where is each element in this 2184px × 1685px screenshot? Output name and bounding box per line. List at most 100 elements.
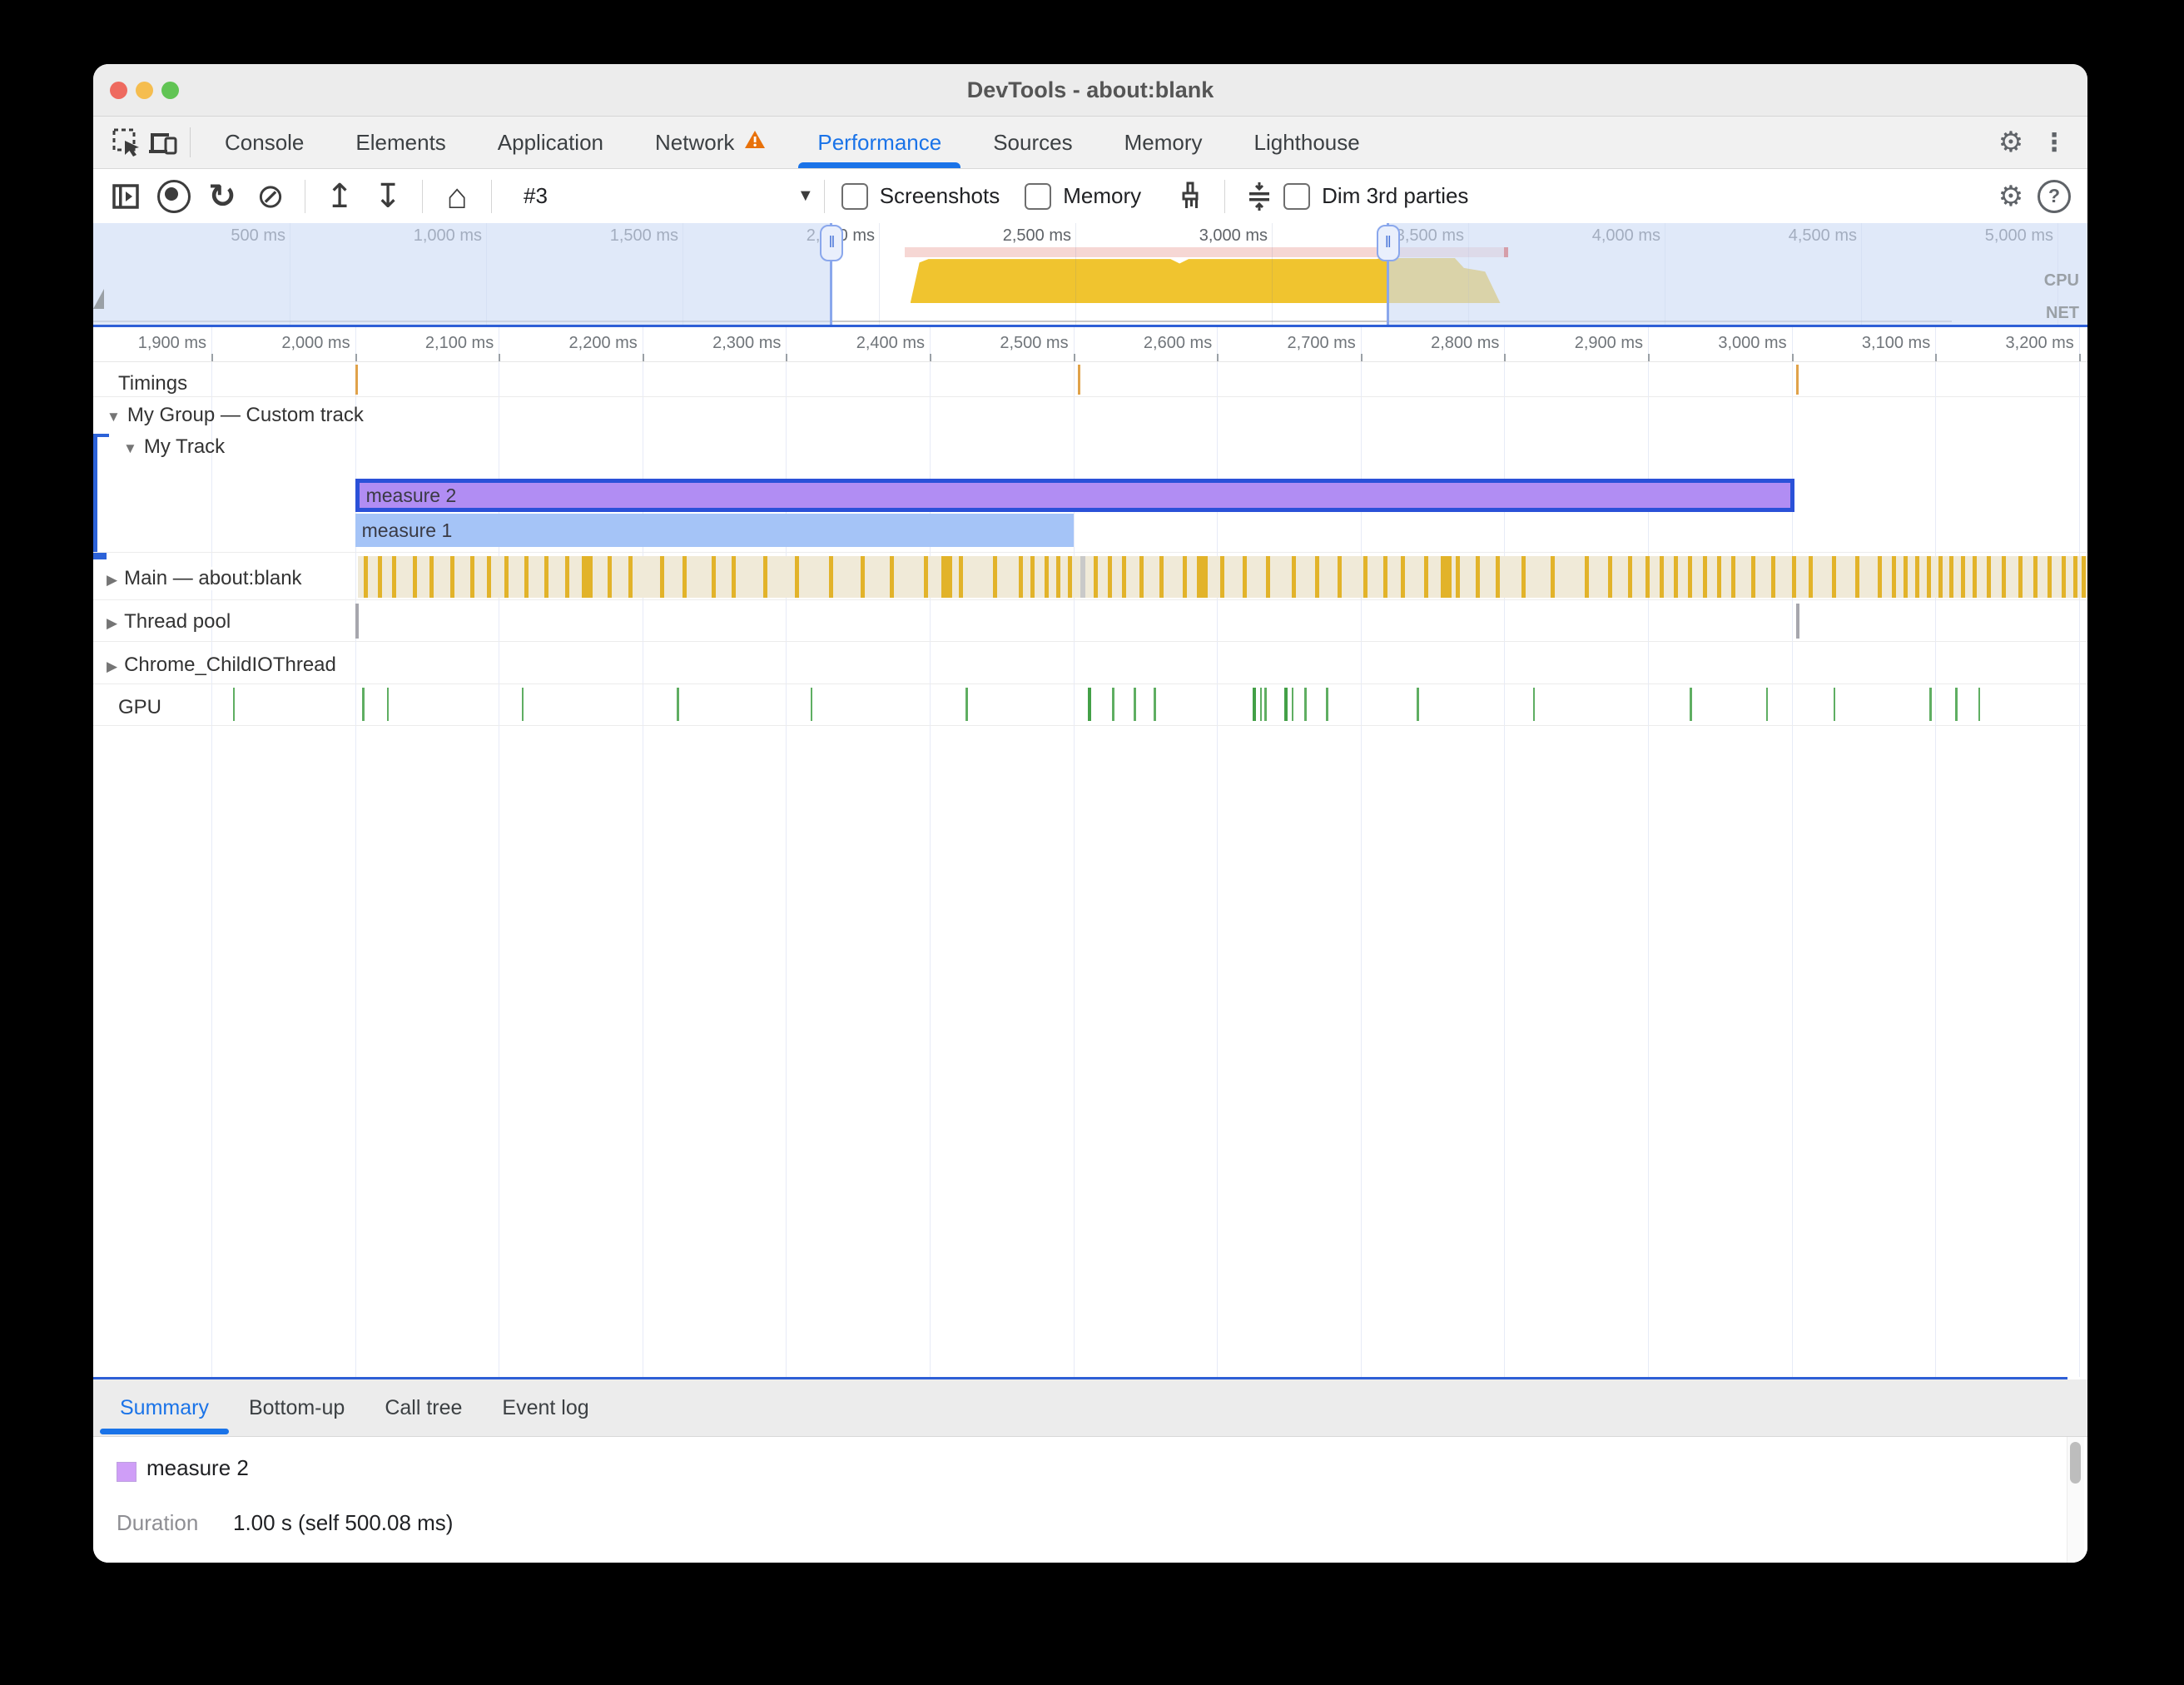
thread-pool-marker bbox=[355, 604, 359, 639]
tab-label: Sources bbox=[993, 129, 1073, 155]
tab-network[interactable]: Network bbox=[629, 117, 792, 168]
zoom-window-button[interactable] bbox=[161, 82, 179, 99]
overview-tick-label: 2,500 ms bbox=[1002, 226, 1071, 245]
grid-line bbox=[1504, 327, 1506, 1377]
activity-stripe bbox=[1904, 556, 1909, 598]
track-label-my-group[interactable]: ▼ My Group — Custom track bbox=[107, 404, 364, 426]
track-label-thread-pool[interactable]: ▶ Thread pool bbox=[107, 610, 231, 633]
panel-tabs: Console Elements Application Network Perform… bbox=[199, 117, 1386, 168]
gpu-marker bbox=[232, 688, 236, 721]
gc-brush-icon[interactable] bbox=[1166, 175, 1214, 218]
capture-settings-icon[interactable]: ⚙ bbox=[1998, 180, 2024, 212]
measure-bar[interactable]: measure 2 bbox=[355, 479, 1795, 512]
activity-stripe bbox=[1423, 556, 1428, 598]
details-tab-event-log[interactable]: Event log bbox=[502, 1395, 589, 1419]
toggle-sidebar-icon[interactable] bbox=[102, 175, 150, 218]
gpu-marker bbox=[1264, 688, 1267, 721]
inspect-element-icon[interactable] bbox=[108, 124, 145, 161]
selection-left-edge[interactable] bbox=[830, 223, 833, 325]
summary-duration-label: Duration bbox=[117, 1510, 199, 1535]
selection-right-handle[interactable]: ‖ bbox=[1376, 225, 1400, 261]
collapse-arrow-icon[interactable]: ▶ bbox=[107, 659, 118, 674]
ruler-tick-label: 2,500 ms bbox=[1000, 334, 1069, 352]
collapse-arrow-icon[interactable]: ▶ bbox=[107, 572, 118, 588]
gpu-marker bbox=[1690, 688, 1692, 721]
summary-scrollbar-track[interactable] bbox=[2067, 1437, 2084, 1563]
selection-left-handle[interactable]: ‖ bbox=[820, 225, 844, 261]
memory-checkbox[interactable] bbox=[1025, 182, 1052, 210]
minimize-window-button[interactable] bbox=[136, 82, 153, 99]
chevron-down-icon[interactable]: ▼ bbox=[797, 186, 814, 205]
tab-sources[interactable]: Sources bbox=[967, 117, 1098, 168]
memory-toggle[interactable]: Memory bbox=[1025, 182, 1166, 210]
device-toolbar-icon[interactable] bbox=[145, 124, 181, 161]
timing-marker[interactable] bbox=[1795, 365, 1799, 395]
activity-stripe bbox=[1045, 556, 1050, 598]
activity-stripe bbox=[469, 556, 474, 598]
tab-performance[interactable]: Performance bbox=[792, 117, 967, 168]
timing-marker[interactable] bbox=[355, 365, 358, 395]
tab-lighthouse[interactable]: Lighthouse bbox=[1228, 117, 1386, 168]
details-tab-call-tree[interactable]: Call tree bbox=[385, 1395, 463, 1419]
activity-stripe bbox=[1791, 556, 1796, 598]
details-tab-summary[interactable]: Summary bbox=[100, 1379, 229, 1436]
screenshots-toggle[interactable]: Screenshots bbox=[841, 182, 1025, 210]
ruler-separator bbox=[93, 361, 2087, 362]
toolbar-separator bbox=[422, 179, 423, 213]
gpu-marker bbox=[1765, 688, 1769, 721]
tab-label: Elements bbox=[355, 129, 446, 155]
activity-stripe bbox=[1219, 556, 1224, 598]
clear-record-icon[interactable]: ⊘ bbox=[256, 177, 285, 215]
tab-elements[interactable]: Elements bbox=[330, 117, 471, 168]
window-title: DevTools - about:blank bbox=[966, 77, 1214, 102]
settings-icon[interactable]: ⚙ bbox=[1998, 127, 2024, 158]
close-window-button[interactable] bbox=[110, 82, 127, 99]
more-menu-icon[interactable]: ⋮ bbox=[2042, 128, 2067, 157]
activity-stripe bbox=[628, 556, 633, 598]
ruler-tick-mark bbox=[1073, 354, 1075, 361]
gpu-marker bbox=[1955, 688, 1958, 721]
flame-chart[interactable]: 1,900 ms 2,000 ms 2,100 ms 2,200 ms 2,300 ms… bbox=[93, 327, 2087, 1377]
selection-right-edge[interactable] bbox=[1386, 223, 1389, 325]
activity-stripe bbox=[924, 556, 929, 598]
reload-record-icon[interactable]: ↻ bbox=[208, 177, 236, 215]
tab-console[interactable]: Console bbox=[199, 117, 330, 168]
activity-stripe bbox=[564, 556, 569, 598]
record-icon[interactable] bbox=[150, 175, 198, 218]
main-thread-activity-band[interactable] bbox=[358, 556, 2087, 598]
timeline-overview[interactable]: 500 ms1,000 ms1,500 ms2,000 ms2,500 ms3,… bbox=[93, 223, 2087, 325]
measure-bar[interactable]: measure 1 bbox=[355, 514, 1074, 547]
track-label-gpu[interactable]: GPU bbox=[118, 696, 162, 718]
ruler-tick-mark bbox=[211, 354, 213, 361]
dim-3rd-parties-toggle[interactable]: Dim 3rd parties bbox=[1283, 182, 1493, 210]
download-profile-icon[interactable]: ↧ bbox=[374, 177, 402, 215]
expand-arrow-icon[interactable]: ▼ bbox=[107, 409, 121, 425]
toolbar-right-controls: ⚙ ? bbox=[1989, 175, 2087, 218]
track-label-child-io-thread[interactable]: ▶ Chrome_ChildIOThread bbox=[107, 654, 336, 676]
track-label-main[interactable]: ▶ Main — about:blank bbox=[107, 567, 307, 590]
timing-marker[interactable] bbox=[1077, 365, 1080, 395]
ruler-tick-label: 3,000 ms bbox=[1718, 334, 1787, 352]
dim-3rd-parties-checkbox[interactable] bbox=[1283, 182, 1311, 210]
activity-stripe bbox=[1854, 556, 1859, 598]
session-select-value[interactable]: #3 bbox=[524, 183, 548, 208]
tab-application[interactable]: Application bbox=[472, 117, 629, 168]
track-label-my-track[interactable]: ▼ My Track bbox=[123, 435, 226, 458]
ruler-tick-label: 2,600 ms bbox=[1143, 334, 1213, 352]
expand-arrow-icon[interactable]: ▼ bbox=[123, 440, 137, 456]
activity-stripe bbox=[2072, 556, 2077, 598]
upload-profile-icon[interactable]: ↥ bbox=[325, 177, 354, 215]
collapse-sections-icon[interactable] bbox=[1235, 175, 1283, 218]
help-icon[interactable]: ? bbox=[2033, 175, 2076, 218]
activity-stripe bbox=[1243, 556, 1248, 598]
collapse-arrow-icon[interactable]: ▶ bbox=[107, 615, 118, 631]
activity-stripe bbox=[1108, 556, 1113, 598]
tab-label: Performance bbox=[817, 129, 942, 155]
details-tab-bottom-up[interactable]: Bottom-up bbox=[248, 1395, 345, 1419]
grid-line bbox=[786, 327, 787, 1377]
home-icon[interactable]: ⌂ bbox=[446, 176, 468, 216]
summary-scrollbar-thumb[interactable] bbox=[2070, 1442, 2081, 1484]
track-label-timings[interactable]: Timings bbox=[118, 372, 188, 395]
screenshots-checkbox[interactable] bbox=[841, 182, 868, 210]
tab-memory[interactable]: Memory bbox=[1099, 117, 1228, 168]
